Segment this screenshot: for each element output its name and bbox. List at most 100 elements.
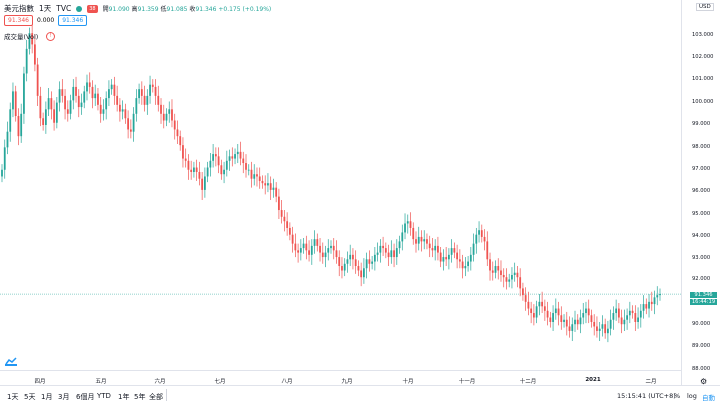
log-toggle[interactable]: log (687, 392, 697, 400)
candle (17, 108, 20, 146)
candle (357, 260, 360, 277)
candle (628, 301, 631, 324)
price-tick: 101.000 (692, 76, 714, 82)
toolbar-divider (166, 389, 167, 401)
tradingview-logo-icon[interactable] (5, 357, 17, 366)
currency-label[interactable]: USD (696, 3, 714, 11)
spread-value: 0.000 (37, 17, 55, 24)
candle (214, 147, 217, 167)
candle (346, 251, 349, 273)
candle (532, 304, 535, 326)
interval-label[interactable]: 1天 (39, 4, 52, 13)
candle (338, 250, 341, 277)
settings-icon[interactable]: ⚙ (700, 377, 708, 386)
candle (44, 101, 47, 134)
high-label: 高 (131, 6, 138, 13)
candle (173, 113, 176, 140)
candle (324, 245, 327, 268)
candle (535, 300, 538, 324)
candle (543, 299, 546, 321)
range-button[interactable]: 1年 (118, 393, 130, 401)
ask-price[interactable]: 91.346 (58, 15, 88, 26)
candle (239, 141, 242, 166)
candle (415, 231, 417, 253)
candle (549, 311, 552, 328)
candle (75, 76, 77, 103)
candle (439, 246, 442, 268)
candle (267, 173, 269, 193)
range-button[interactable]: 1天 (7, 393, 19, 401)
symbol-name[interactable]: 美元指數 (4, 4, 34, 13)
range-button[interactable]: 1月 (41, 393, 53, 401)
candle (612, 306, 615, 330)
candle (316, 233, 319, 252)
clock[interactable]: 15:15:41 (UTC+8) (617, 392, 676, 400)
candle (86, 74, 88, 101)
badge-icon[interactable]: 38 (87, 4, 98, 13)
candle (124, 103, 127, 124)
candle (335, 240, 338, 264)
candle (631, 305, 634, 319)
candle (431, 238, 434, 258)
candle (516, 266, 519, 288)
candle (513, 262, 516, 282)
close-label: 收 (189, 6, 196, 13)
candle (110, 79, 113, 95)
candle-plot[interactable] (0, 0, 681, 370)
candle (154, 79, 157, 105)
date-axis[interactable] (0, 370, 681, 386)
candle (560, 306, 563, 330)
candle (168, 101, 171, 123)
exchange-label: TVC (56, 4, 72, 13)
candle (138, 83, 140, 104)
candle (382, 236, 384, 256)
candle (368, 250, 371, 272)
candle (116, 85, 119, 112)
candle (450, 239, 453, 263)
candle (393, 243, 395, 268)
candle (332, 238, 335, 260)
range-button[interactable]: 5年 (134, 393, 146, 401)
candle (269, 176, 272, 200)
range-button[interactable]: 3月 (58, 393, 70, 401)
candle (278, 188, 280, 220)
candle (105, 91, 108, 120)
candle (376, 242, 379, 262)
candle (23, 66, 25, 124)
percent-toggle[interactable]: % (674, 392, 681, 400)
candle (258, 167, 261, 189)
candle (272, 178, 275, 198)
candle (280, 199, 283, 224)
price-axis[interactable] (681, 0, 720, 385)
range-button[interactable]: YTD (97, 392, 111, 400)
candle (151, 79, 154, 93)
candle (469, 246, 472, 271)
candle (160, 98, 162, 124)
candle (500, 260, 502, 282)
candle (129, 119, 132, 139)
bottom-toolbar (0, 385, 720, 406)
candle (472, 233, 475, 262)
candle (305, 235, 308, 260)
candle (88, 72, 91, 94)
range-button[interactable]: 全部 (149, 393, 163, 401)
candle (601, 315, 604, 337)
candle (195, 159, 198, 181)
candle (77, 89, 80, 118)
countdown-tag: 16:44:19 (690, 299, 717, 305)
candle (360, 262, 363, 287)
auto-scale-toggle[interactable]: 自動 (702, 394, 715, 402)
date-tick: 五月 (95, 379, 107, 385)
volume-indicator[interactable]: 成交量(Vol) ! (4, 31, 56, 41)
range-button[interactable]: 5天 (24, 393, 36, 401)
warning-icon[interactable]: ! (46, 31, 56, 41)
candle (653, 290, 656, 315)
range-button[interactable]: 6個月 (76, 393, 95, 401)
candle (478, 221, 480, 243)
bid-price[interactable]: 91.346 (4, 15, 33, 26)
candle (242, 151, 245, 174)
candle (223, 161, 225, 184)
candle (6, 121, 9, 155)
candle (527, 291, 530, 316)
